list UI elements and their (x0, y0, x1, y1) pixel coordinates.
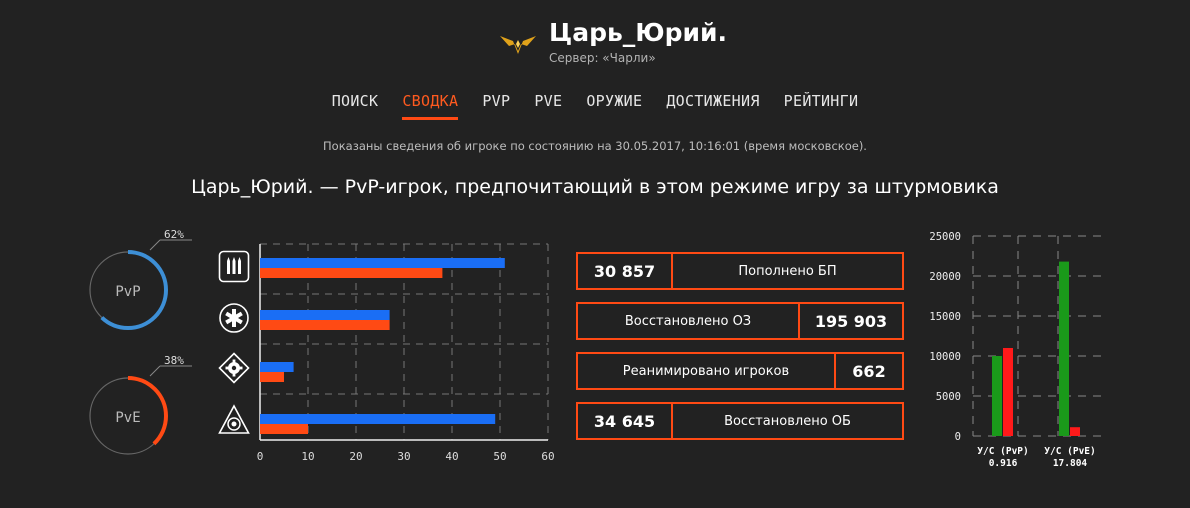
stat-ammo-refilled: 30 857 Пополнено БП (576, 252, 904, 290)
y-tick-label: 25000 (929, 231, 961, 243)
x-tick-label: 0 (257, 450, 264, 463)
tab-search[interactable]: ПОИСК (331, 92, 379, 110)
ammo-icon (218, 250, 250, 283)
bar-engineer-icon-series-1 (260, 372, 284, 382)
tab-pve[interactable]: PVE (534, 92, 563, 110)
bar-category-1-series-1 (1070, 427, 1080, 436)
x-tick-label: 20 (349, 450, 362, 463)
tab-ratings[interactable]: РЕЙТИНГИ (783, 92, 859, 110)
main-nav: ПОИСК СВОДКА PVP PVE ОРУЖИЕ ДОСТИЖЕНИЯ Р… (0, 90, 1190, 120)
stat-value: 30 857 (593, 261, 656, 281)
tab-pvp[interactable]: PVP (482, 92, 511, 110)
server-name: Сервер: «Чарли» (549, 51, 656, 65)
x-category-label: У/С (PvE) (1044, 446, 1095, 457)
x-tick-label: 10 (301, 450, 314, 463)
x-category-sublabel: 0.916 (989, 458, 1018, 469)
stat-armor-restored: 34 645 Восстановлено ОБ (576, 402, 904, 440)
bar-medic-icon-series-1 (260, 320, 390, 330)
mode-rings: PvP 62% PvE 38% (88, 230, 192, 456)
engineer-icon (218, 352, 250, 384)
pvp-percent: 62% (164, 230, 184, 241)
pve-ring: PvE 38% (88, 354, 192, 456)
bar-ammo-icon-series-1 (260, 268, 443, 278)
stat-label: Восстановлено ОБ (671, 404, 902, 438)
bar-category-0-series-0 (992, 356, 1002, 436)
x-tick-label: 30 (397, 450, 410, 463)
class-playtime-chart: 0 10 20 30 40 50 60 (257, 243, 555, 463)
stat-players-revived: Реанимировано игроков 662 (576, 352, 904, 390)
bar-sniper-icon-series-0 (260, 414, 496, 424)
y-tick-label: 5000 (936, 391, 961, 403)
sniper-icon (218, 404, 250, 434)
y-tick-label: 0 (955, 431, 961, 443)
stat-health-restored: Восстановлено ОЗ 195 903 (576, 302, 904, 340)
stat-value: 34 645 (593, 411, 656, 431)
bar-medic-icon-series-0 (260, 310, 390, 320)
rank-wings-icon (500, 36, 536, 54)
player-name: Царь_Юрий. (549, 18, 728, 47)
bar-sniper-icon-series-1 (260, 424, 308, 434)
stat-value: 195 903 (798, 304, 902, 338)
bar-category-1-series-0 (1059, 261, 1069, 436)
player-summary: Царь_Юрий. — PvP-игрок, предпочитающий в… (191, 176, 999, 198)
bar-ammo-icon-series-0 (260, 258, 505, 268)
tab-achievements[interactable]: ДОСТИЖЕНИЯ (666, 92, 760, 110)
x-category-label: У/С (PvP) (977, 446, 1028, 457)
y-tick-label: 10000 (929, 351, 961, 363)
tab-weapons[interactable]: ОРУЖИЕ (586, 92, 643, 110)
pvp-ring-label: PvP (115, 284, 140, 300)
y-tick-label: 15000 (929, 311, 961, 323)
pve-percent: 38% (164, 354, 184, 367)
pve-ring-label: PvE (115, 410, 140, 426)
bar-engineer-icon-series-0 (260, 362, 294, 372)
x-category-sublabel: 17.804 (1053, 458, 1088, 469)
bar-category-0-series-1 (1003, 348, 1013, 436)
class-icons (218, 250, 250, 434)
x-tick-label: 50 (493, 450, 506, 463)
kd-ratio-chart: 0 5000 10000 15000 20000 25000 У/С (PvP)0.916 У… (929, 231, 1103, 469)
stat-label: Реанимировано игроков (622, 363, 790, 379)
stat-label: Пополнено БП (671, 254, 902, 288)
stat-value: 662 (834, 354, 902, 388)
stat-label: Восстановлено ОЗ (624, 313, 752, 329)
tab-summary[interactable]: СВОДКА (402, 90, 459, 120)
x-tick-label: 40 (445, 450, 458, 463)
x-tick-label: 60 (541, 450, 554, 463)
pvp-ring: PvP 62% (88, 230, 192, 330)
medic-icon (219, 303, 249, 333)
snapshot-info: Показаны сведения об игроке по состоянию… (323, 139, 867, 153)
y-tick-label: 20000 (929, 271, 961, 283)
